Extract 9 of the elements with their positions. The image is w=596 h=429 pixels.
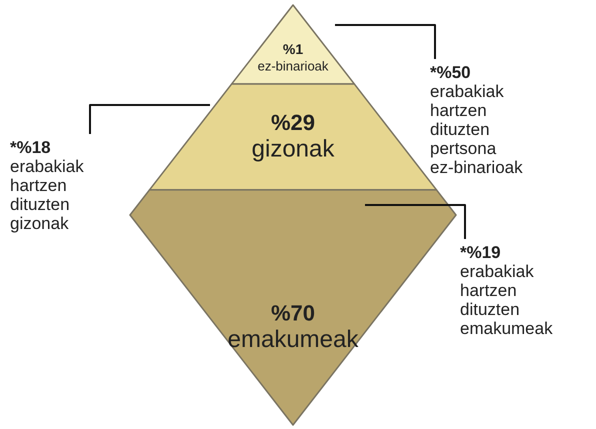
text: *%50 erabakiak hartzen dituzten pertsona ez-binarioak <box>430 63 524 178</box>
data-label: %1 <box>282 40 304 57</box>
category-label: gizonak <box>252 136 336 163</box>
category-label: emakumeak <box>228 326 360 354</box>
text: *%19 erabakiak hartzen dituzten emakumeak <box>460 243 554 338</box>
data-label: %29 <box>270 110 316 135</box>
data-label: %70 <box>270 300 316 326</box>
text: *%18 erabakiak hartzen dituzten gizonak <box>10 138 84 234</box>
category-label: ez-binarioak <box>258 58 329 74</box>
